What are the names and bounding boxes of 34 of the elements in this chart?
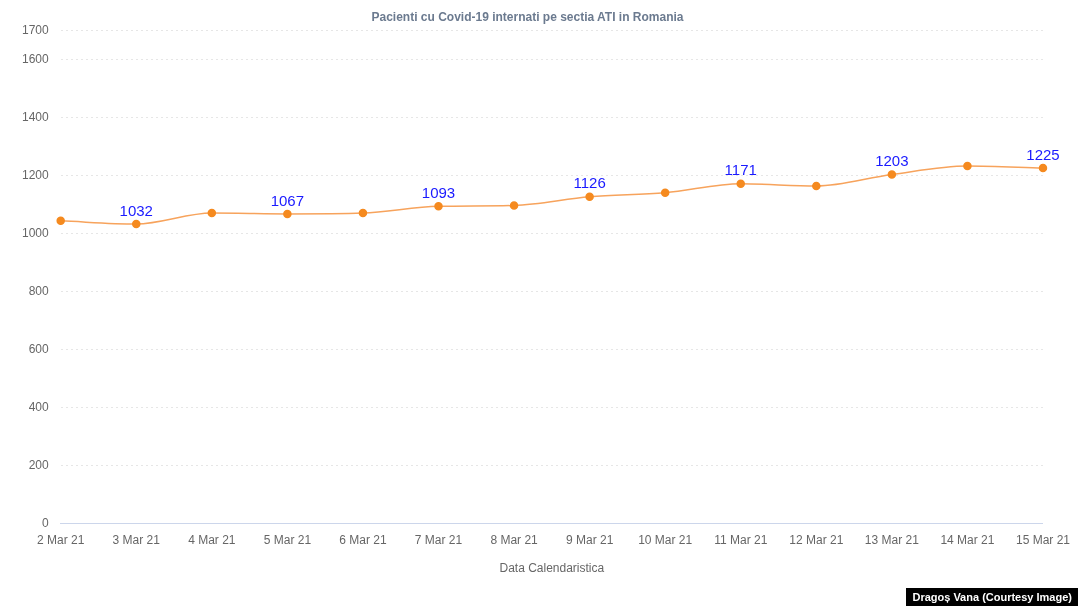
y-tick-label: 1700 [21, 22, 50, 37]
text: Dragoș Vana (Courtesy Image) [906, 588, 1078, 606]
chart-title: Pacienti cu Covid-19 internati pe sectia ATI in Romania [371, 9, 684, 24]
x-tick-label: 2 Mar 21 [37, 532, 85, 547]
data-label: 1067 [270, 191, 305, 209]
y-tick-label: 600 [28, 341, 50, 356]
x-tick-label: 6 Mar 21 [339, 532, 387, 547]
y-tick-label: 200 [28, 457, 50, 472]
data-label: 1126 [573, 174, 606, 192]
y-tick-label: 800 [28, 283, 50, 298]
x-tick-label: 4 Mar 21 [188, 532, 236, 547]
y-tick-label: 1000 [21, 225, 50, 240]
x-tick-label: 3 Mar 21 [112, 532, 161, 547]
x-tick-label: 9 Mar 21 [565, 532, 614, 547]
x-tick-label: 15 Mar 21 [1015, 532, 1071, 547]
data-label: 1032 [119, 201, 153, 219]
x-tick-label: 7 Mar 21 [414, 532, 463, 547]
data-label: 1203 [875, 152, 909, 170]
data-label: 1171 [724, 161, 757, 179]
y-tick-label: 400 [28, 399, 50, 414]
x-tick-label: 8 Mar 21 [490, 532, 539, 547]
x-tick-label: 10 Mar 21 [638, 532, 693, 547]
y-tick-label: 1200 [21, 167, 50, 182]
x-tick-label: 5 Mar 21 [263, 532, 312, 547]
y-tick-label: 1600 [21, 51, 50, 66]
x-tick-label: 14 Mar 21 [940, 532, 995, 547]
y-tick-label: 1400 [21, 109, 50, 124]
y-tick-label: 0 [42, 515, 50, 530]
x-axis-title: Data Calendaristica [499, 561, 605, 576]
data-label: 1093 [421, 184, 456, 201]
data-label: 1225 [1026, 145, 1060, 163]
x-tick-label: 13 Mar 21 [864, 532, 920, 547]
x-tick-label: 11 Mar 21 [714, 532, 768, 547]
x-tick-label: 12 Mar 21 [789, 532, 844, 547]
